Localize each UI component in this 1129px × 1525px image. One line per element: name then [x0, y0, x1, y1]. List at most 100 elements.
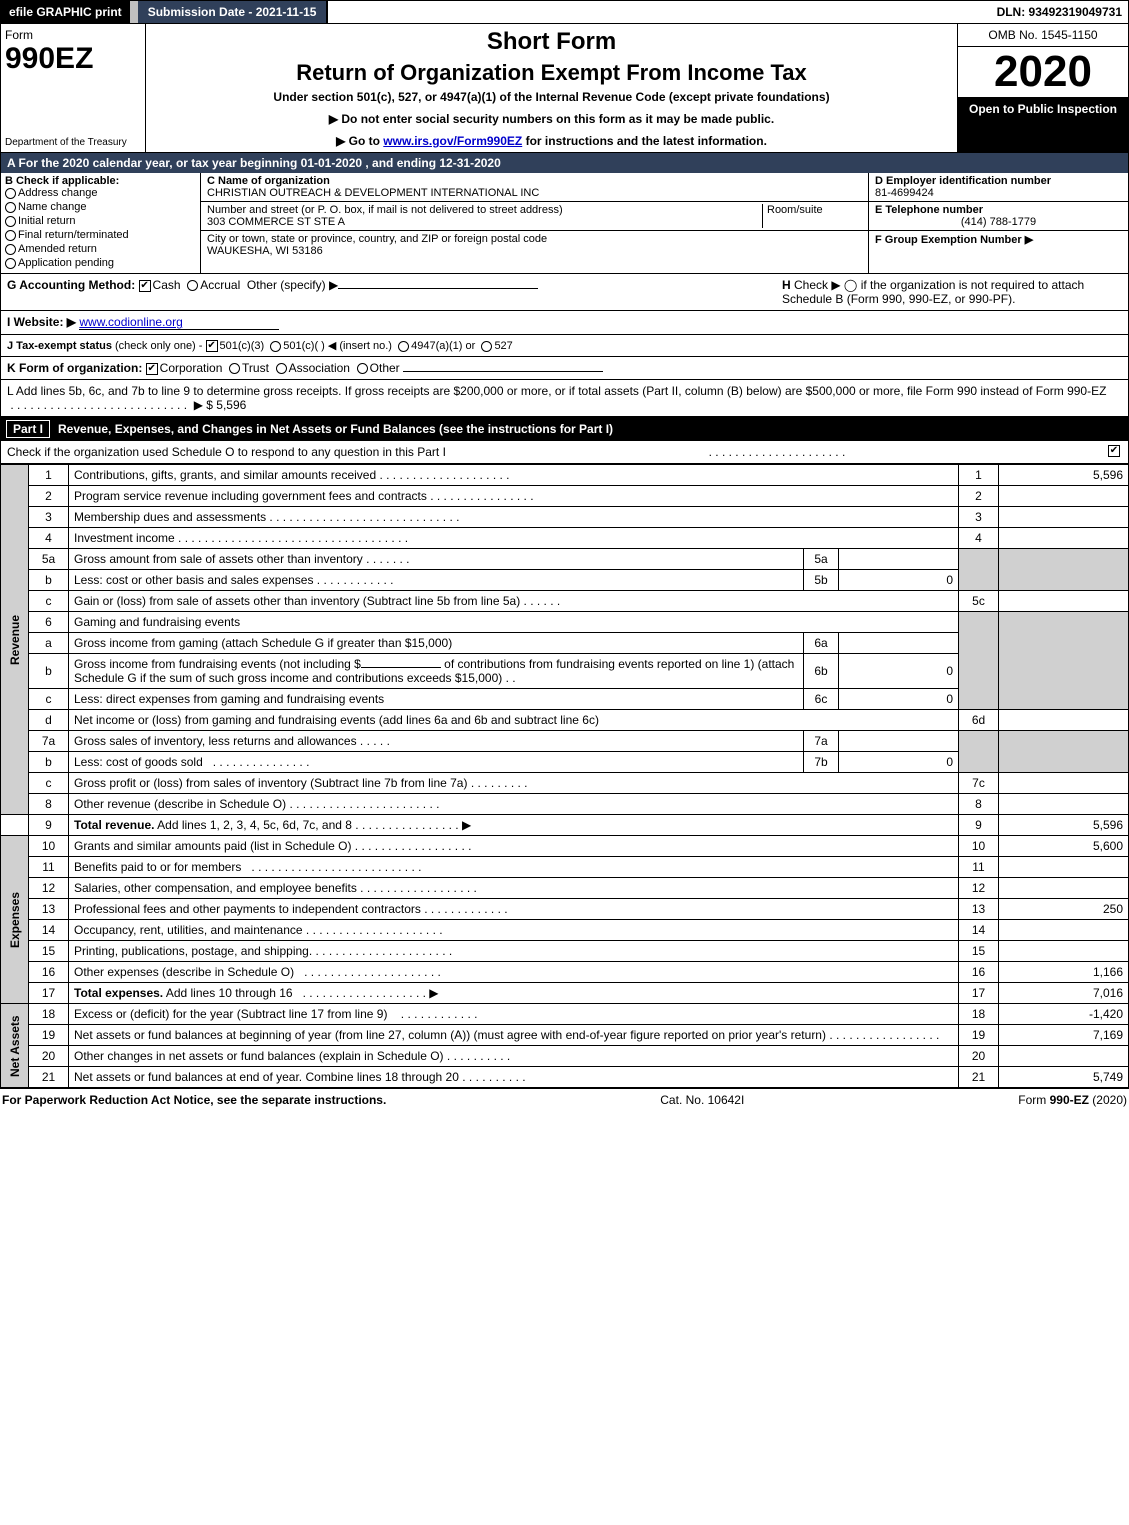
website-link[interactable]: www.codionline.org: [79, 315, 279, 330]
k-other-radio[interactable]: [357, 363, 368, 374]
g-accrual-radio[interactable]: [187, 280, 198, 291]
j-sub: (check only one) -: [115, 340, 202, 352]
line-k: K Form of organization: Corporation Trus…: [0, 357, 1129, 380]
row-amount: [999, 1046, 1129, 1067]
row-box: 7c: [959, 773, 999, 794]
e-value: (414) 788-1779: [875, 216, 1122, 228]
row-num: b: [29, 570, 69, 591]
sub-amount: 0: [839, 689, 959, 710]
row-desc: Contributions, gifts, grants, and simila…: [74, 468, 376, 482]
chk-namechange[interactable]: Name change: [5, 201, 196, 213]
form-id-box: Form 990EZ Department of the Treasury: [1, 24, 146, 152]
form-year-box: OMB No. 1545-1150 2020 Open to Public In…: [958, 24, 1128, 152]
j-opt1: 501(c)(3): [220, 340, 265, 352]
table-row: Expenses 10 Grants and similar amounts p…: [1, 836, 1129, 857]
row-box: 16: [959, 962, 999, 983]
c-street-label: Number and street (or P. O. box, if mail…: [207, 204, 762, 216]
chk-address[interactable]: Address change: [5, 187, 196, 199]
table-row: 6 Gaming and fundraising events: [1, 612, 1129, 633]
g-cash: Cash: [153, 278, 181, 292]
k-assoc-radio[interactable]: [276, 363, 287, 374]
row-num: 14: [29, 920, 69, 941]
row-num: 8: [29, 794, 69, 815]
d-label: D Employer identification number: [875, 175, 1122, 187]
header-bar: efile GRAPHIC print Submission Date - 20…: [0, 0, 1129, 24]
c-room-label: Room/suite: [767, 204, 862, 216]
row-box: 8: [959, 794, 999, 815]
row-amount: [999, 528, 1129, 549]
sub-amount: 0: [839, 654, 959, 689]
table-row: 2 Program service revenue including gove…: [1, 486, 1129, 507]
j-4947-radio[interactable]: [398, 341, 409, 352]
part1-check[interactable]: [1108, 445, 1120, 457]
sub-label: 5a: [804, 549, 839, 570]
form-number: 990EZ: [5, 42, 141, 76]
chk-pending[interactable]: Application pending: [5, 257, 196, 269]
row-num: 16: [29, 962, 69, 983]
sub-label: 5b: [804, 570, 839, 591]
sub-label: 7a: [804, 731, 839, 752]
row-desc: Professional fees and other payments to …: [74, 902, 421, 916]
part1-table: Revenue 1 Contributions, gifts, grants, …: [0, 464, 1129, 1088]
submission-date: Submission Date - 2021-11-15: [130, 1, 329, 23]
section-b: B Check if applicable: Address change Na…: [1, 173, 201, 273]
line-l: L Add lines 5b, 6c, and 7b to line 9 to …: [0, 380, 1129, 417]
chk-initial[interactable]: Initial return: [5, 215, 196, 227]
row-box: 17: [959, 983, 999, 1004]
row-num: 10: [29, 836, 69, 857]
i-label: I Website: ▶: [7, 315, 76, 329]
row-desc: Less: direct expenses from gaming and fu…: [74, 692, 384, 706]
row-amount: [999, 878, 1129, 899]
table-row: 19 Net assets or fund balances at beginn…: [1, 1025, 1129, 1046]
table-row: 14 Occupancy, rent, utilities, and maint…: [1, 920, 1129, 941]
section-def: D Employer identification number 81-4699…: [868, 173, 1128, 273]
note-ssn: ▶ Do not enter social security numbers o…: [156, 112, 947, 126]
row-box: 13: [959, 899, 999, 920]
j-527-radio[interactable]: [481, 341, 492, 352]
expenses-label: Expenses: [1, 836, 29, 1004]
row-num: 17: [29, 983, 69, 1004]
table-row: d Net income or (loss) from gaming and f…: [1, 710, 1129, 731]
footer-center: Cat. No. 10642I: [660, 1093, 744, 1107]
tax-year: 2020: [958, 47, 1128, 98]
row-desc: Gross income from fundraising events (no…: [74, 657, 361, 671]
shaded-cell: [999, 549, 1129, 591]
row-amount: 7,169: [999, 1025, 1129, 1046]
period-bar: A For the 2020 calendar year, or tax yea…: [0, 153, 1129, 173]
table-row: 9 Total revenue. Add lines 1, 2, 3, 4, 5…: [1, 815, 1129, 836]
j-501c-radio[interactable]: [270, 341, 281, 352]
sub-label: 7b: [804, 752, 839, 773]
row-desc: Program service revenue including govern…: [74, 489, 427, 503]
c-name-value: CHRISTIAN OUTREACH & DEVELOPMENT INTERNA…: [207, 187, 862, 199]
row-num: c: [29, 773, 69, 794]
chk-amended[interactable]: Amended return: [5, 243, 196, 255]
note-goto: ▶ Go to www.irs.gov/Form990EZ for instru…: [156, 134, 947, 148]
row-amount: [999, 710, 1129, 731]
row-num: d: [29, 710, 69, 731]
r17-text: Add lines 10 through 16: [166, 986, 293, 1000]
k-trust-radio[interactable]: [229, 363, 240, 374]
row-amount: 5,600: [999, 836, 1129, 857]
shaded-cell: [999, 612, 1129, 710]
j-501c3-check[interactable]: [206, 340, 218, 352]
section-b-label: B Check if applicable:: [5, 175, 196, 187]
sub-amount: 0: [839, 570, 959, 591]
k-trust: Trust: [242, 361, 269, 375]
line-g: G Accounting Method: Cash Accrual Other …: [7, 278, 538, 306]
k-corp-check[interactable]: [146, 363, 158, 375]
g-cash-check[interactable]: [139, 280, 151, 292]
row-box: 19: [959, 1025, 999, 1046]
dept-label: Department of the Treasury: [5, 137, 141, 148]
row-desc: Gross income from gaming (attach Schedul…: [74, 636, 452, 650]
row-box: 6d: [959, 710, 999, 731]
chk-final[interactable]: Final return/terminated: [5, 229, 196, 241]
row-amount: 5,749: [999, 1067, 1129, 1088]
row-desc: Less: cost of goods sold: [74, 755, 203, 769]
k-corp: Corporation: [160, 361, 223, 375]
info-block: B Check if applicable: Address change Na…: [0, 173, 1129, 274]
irs-link[interactable]: www.irs.gov/Form990EZ: [383, 134, 522, 148]
line-j: J Tax-exempt status (check only one) - 5…: [0, 335, 1129, 357]
row-amount: [999, 857, 1129, 878]
row-num: c: [29, 591, 69, 612]
row-desc: Other changes in net assets or fund bala…: [74, 1049, 444, 1063]
